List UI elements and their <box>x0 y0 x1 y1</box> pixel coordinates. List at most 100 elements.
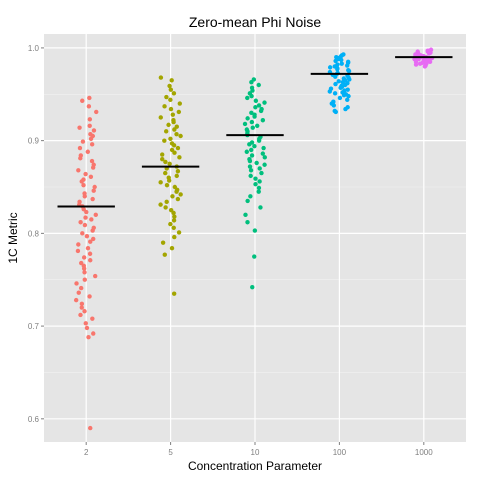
data-point <box>331 103 337 108</box>
data-point <box>247 158 253 164</box>
y-tick-label: 0.8 <box>28 229 40 238</box>
data-point <box>82 222 88 228</box>
data-point <box>90 165 96 170</box>
data-point <box>168 136 173 141</box>
data-point <box>248 194 253 199</box>
grid-lines <box>44 34 466 442</box>
data-point <box>253 98 259 103</box>
data-point <box>168 87 174 92</box>
data-point <box>93 212 98 218</box>
data-point <box>163 205 168 210</box>
data-point <box>171 210 176 216</box>
data-point <box>79 260 84 266</box>
data-point <box>256 138 262 143</box>
data-point <box>168 106 174 112</box>
data-point <box>168 97 173 103</box>
data-point <box>87 123 92 128</box>
data-point <box>346 93 351 99</box>
data-point <box>247 142 252 147</box>
data-point <box>168 221 173 227</box>
data-point <box>81 266 87 271</box>
y-tick-label: 0.7 <box>28 322 40 331</box>
data-point <box>417 61 423 66</box>
data-point <box>170 112 176 117</box>
data-point <box>94 109 99 115</box>
data-point <box>73 297 79 303</box>
data-point <box>249 80 254 85</box>
data-point <box>87 251 93 256</box>
axes: 0.6 0.7 0.8 0.9 1.0 2 5 10 100 1000 <box>28 44 433 457</box>
data-point <box>249 110 254 116</box>
data-point <box>81 207 86 212</box>
data-point <box>174 131 179 137</box>
data-point <box>254 160 259 166</box>
data-point <box>242 121 248 127</box>
data-point <box>252 228 258 233</box>
data-point <box>86 335 91 340</box>
data-point <box>164 94 169 100</box>
data-point <box>256 185 262 191</box>
data-point <box>343 106 348 112</box>
data-point <box>84 233 90 239</box>
data-point <box>162 104 167 109</box>
data-point <box>89 158 95 164</box>
data-point <box>74 281 79 286</box>
data-point <box>167 161 172 167</box>
data-point <box>166 178 172 183</box>
data-point <box>85 246 91 251</box>
data-point <box>260 151 266 156</box>
data-point <box>249 93 254 99</box>
data-point <box>162 252 167 257</box>
data-point <box>258 108 264 114</box>
data-point <box>341 93 347 98</box>
data-point <box>89 217 94 222</box>
data-point <box>91 236 96 242</box>
data-point <box>83 215 88 220</box>
data-point <box>256 103 262 108</box>
data-point <box>171 291 177 296</box>
data-point <box>80 139 86 144</box>
data-point <box>82 270 87 275</box>
chart-title: Zero-mean Phi Noise <box>189 14 321 30</box>
data-point <box>158 115 163 120</box>
data-point <box>88 258 93 263</box>
data-point <box>92 184 97 190</box>
data-point <box>346 68 352 74</box>
data-point <box>422 64 428 69</box>
data-point <box>83 321 88 326</box>
data-point <box>252 254 257 259</box>
data-point <box>333 74 338 79</box>
data-point <box>170 194 175 199</box>
data-point <box>164 129 169 134</box>
data-point <box>339 61 344 66</box>
data-point <box>91 128 97 133</box>
data-point <box>164 199 169 205</box>
data-point <box>90 316 95 321</box>
data-point <box>262 155 267 160</box>
data-point <box>249 147 254 153</box>
data-point <box>256 82 261 88</box>
data-point <box>345 97 350 103</box>
data-point <box>245 198 250 204</box>
data-point <box>160 156 165 162</box>
data-point <box>253 182 258 187</box>
data-point <box>245 220 250 225</box>
data-point <box>93 273 98 279</box>
data-point <box>333 58 338 64</box>
data-point <box>169 78 174 83</box>
data-point <box>174 189 179 194</box>
data-point <box>427 59 433 65</box>
data-point <box>243 212 248 218</box>
data-point <box>85 149 91 154</box>
data-point <box>80 98 85 103</box>
data-point <box>244 149 249 154</box>
y-tick-label: 1.0 <box>28 44 40 53</box>
data-point <box>252 144 257 149</box>
data-point <box>260 118 266 123</box>
x-tick-label: 1000 <box>415 448 433 457</box>
data-point <box>176 230 182 235</box>
data-point <box>79 305 84 310</box>
data-point <box>177 101 182 106</box>
data-point <box>160 152 165 157</box>
